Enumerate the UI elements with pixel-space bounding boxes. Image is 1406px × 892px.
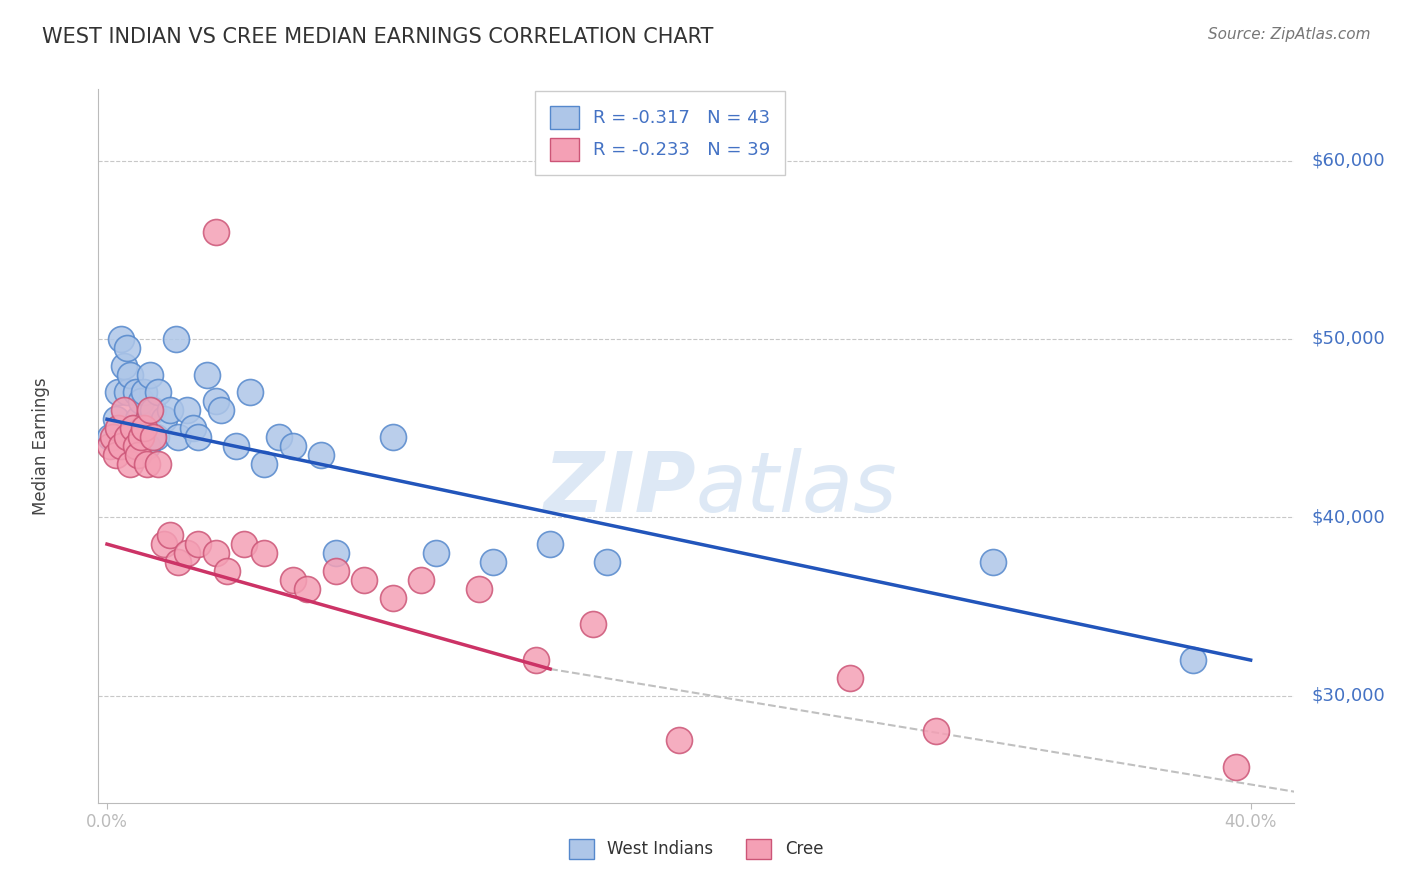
Point: [98, 439, 121, 453]
Point: [107, 385, 129, 400]
Text: WEST INDIAN VS CREE MEDIAN EARNINGS CORRELATION CHART: WEST INDIAN VS CREE MEDIAN EARNINGS CORR…: [42, 27, 714, 46]
Point: [204, 394, 226, 409]
Point: [134, 385, 156, 400]
Point: [121, 430, 143, 444]
Point: [425, 546, 447, 560]
Point: [411, 573, 433, 587]
Text: ZIP: ZIP: [543, 449, 696, 529]
Point: [311, 448, 333, 462]
Point: [101, 430, 124, 444]
Point: [121, 421, 143, 435]
Point: [134, 421, 156, 435]
Point: [104, 412, 127, 426]
Point: [1182, 653, 1205, 667]
Point: [253, 546, 276, 560]
Point: [233, 537, 256, 551]
Point: [136, 439, 159, 453]
Text: atlas: atlas: [696, 449, 897, 529]
Point: [217, 564, 239, 578]
Point: [124, 439, 146, 453]
Point: [209, 403, 232, 417]
Point: [1225, 760, 1247, 774]
Point: [538, 537, 561, 551]
Point: [136, 457, 159, 471]
Point: [124, 385, 146, 400]
Point: [482, 555, 505, 569]
Point: [165, 332, 187, 346]
Point: [139, 368, 162, 382]
Point: [195, 368, 218, 382]
Point: [107, 421, 129, 435]
Point: [668, 733, 690, 747]
Point: [139, 403, 162, 417]
Point: [115, 341, 138, 355]
Point: [131, 430, 153, 444]
Point: [253, 457, 276, 471]
Point: [159, 528, 181, 542]
Point: [153, 412, 176, 426]
Point: [381, 591, 404, 605]
Point: [118, 457, 141, 471]
Text: $60,000: $60,000: [1312, 152, 1385, 169]
Point: [187, 537, 209, 551]
Point: [142, 430, 165, 444]
Point: [110, 439, 132, 453]
Point: [582, 617, 605, 632]
Text: Source: ZipAtlas.com: Source: ZipAtlas.com: [1208, 27, 1371, 42]
Point: [118, 368, 141, 382]
Point: [112, 403, 135, 417]
Point: [176, 403, 198, 417]
Point: [281, 573, 304, 587]
Text: $50,000: $50,000: [1312, 330, 1385, 348]
Text: $40,000: $40,000: [1312, 508, 1385, 526]
Point: [98, 430, 121, 444]
Text: $30,000: $30,000: [1312, 687, 1385, 705]
Point: [981, 555, 1004, 569]
Point: [115, 430, 138, 444]
Point: [596, 555, 619, 569]
Point: [148, 385, 170, 400]
Point: [204, 546, 226, 560]
Point: [104, 448, 127, 462]
Point: [112, 359, 135, 373]
Point: [115, 385, 138, 400]
Point: [159, 403, 181, 417]
Point: [295, 582, 318, 596]
Point: [167, 430, 190, 444]
Point: [524, 653, 547, 667]
Point: [127, 448, 149, 462]
Point: [167, 555, 190, 569]
Point: [142, 403, 165, 417]
Point: [267, 430, 290, 444]
Point: [148, 457, 170, 471]
Point: [145, 430, 167, 444]
Point: [225, 439, 247, 453]
Point: [239, 385, 262, 400]
Point: [467, 582, 489, 596]
Point: [204, 225, 226, 239]
Point: [127, 412, 149, 426]
Point: [110, 332, 132, 346]
Point: [381, 430, 404, 444]
Point: [839, 671, 862, 685]
Point: [187, 430, 209, 444]
Text: Median Earnings: Median Earnings: [32, 377, 51, 515]
Legend: West Indians, Cree: West Indians, Cree: [562, 832, 830, 866]
Point: [353, 573, 375, 587]
Point: [325, 546, 347, 560]
Point: [281, 439, 304, 453]
Point: [153, 537, 176, 551]
Point: [176, 546, 198, 560]
Point: [925, 724, 948, 739]
Point: [181, 421, 204, 435]
Point: [325, 564, 347, 578]
Point: [124, 439, 146, 453]
Point: [131, 394, 153, 409]
